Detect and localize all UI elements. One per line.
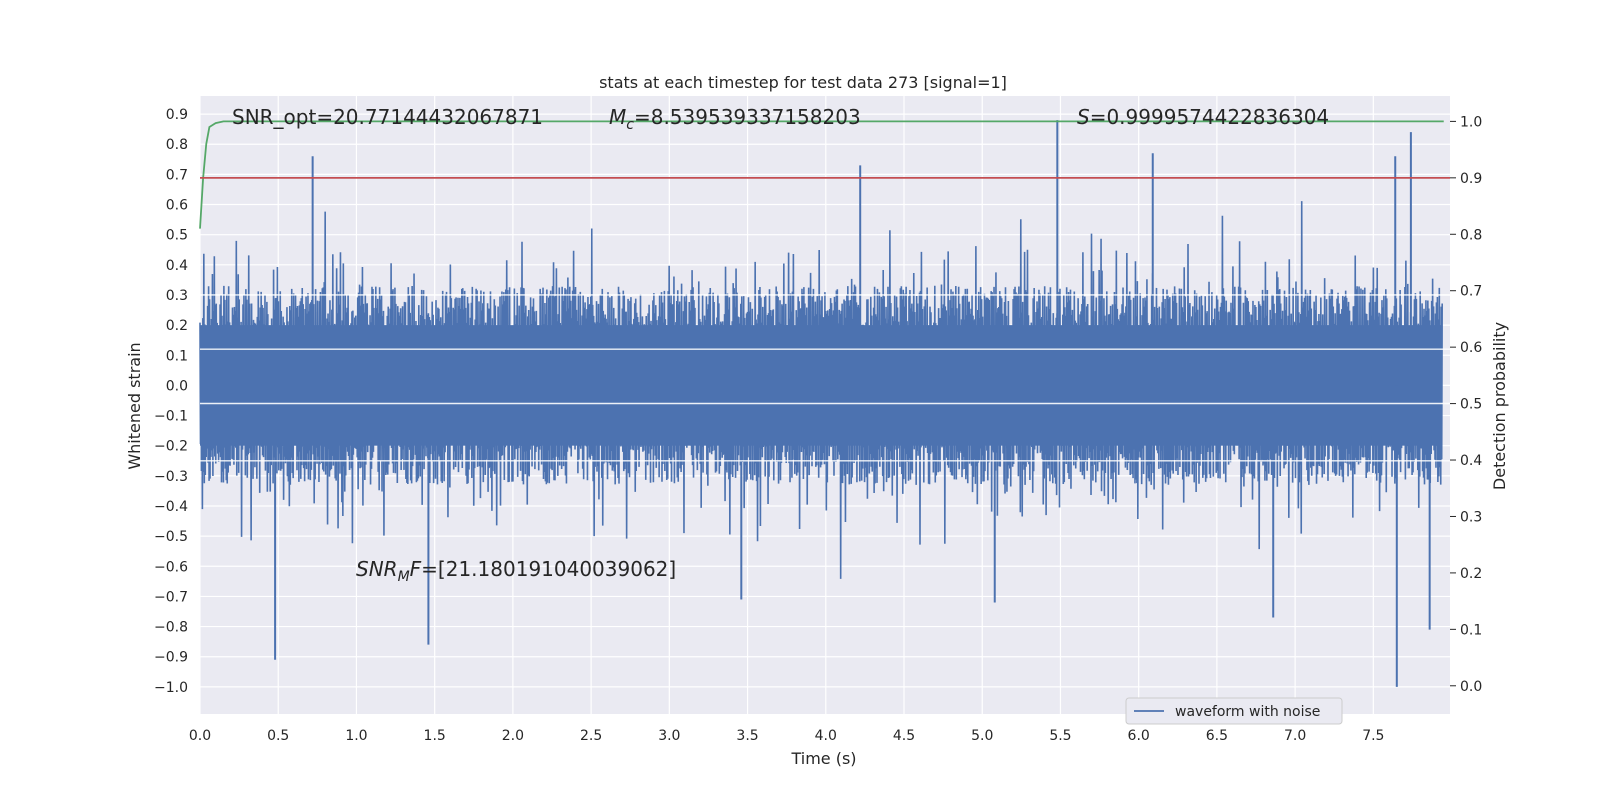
x-tick-label: 7.0 xyxy=(1284,728,1306,744)
snr-mf-subscript: M xyxy=(398,569,410,585)
x-tick-label: 0.5 xyxy=(267,728,289,744)
y-tick-label: 0.2 xyxy=(166,318,188,334)
y-tick-label: 0.4 xyxy=(166,258,188,274)
snr-mf-symbol: SNR xyxy=(356,557,398,581)
legend-label: waveform with noise xyxy=(1175,704,1320,720)
waveform-core xyxy=(200,325,1443,446)
y2-tick-label: 0.8 xyxy=(1460,227,1482,243)
y2-tick-label: 0.4 xyxy=(1460,453,1482,469)
y-tick-label: −0.5 xyxy=(154,529,188,545)
y-tick-label: −0.4 xyxy=(154,499,188,515)
snr-mf-annotation: SNRMF=[21.180191040039062] xyxy=(356,557,676,585)
x-axis-label: Time (s) xyxy=(790,749,856,768)
legend-box xyxy=(1125,697,1343,725)
chirp-mass-symbol: M xyxy=(609,105,626,129)
chirp-mass-annotation: Mc=8.539539337158203 xyxy=(609,105,861,133)
chart-title: stats at each timestep for test data 273… xyxy=(599,73,1007,92)
chirp-mass-subscript: c xyxy=(626,117,634,133)
x-tick-label: 4.5 xyxy=(893,728,915,744)
white-bands xyxy=(200,294,1450,462)
y2-tick-label: 1.0 xyxy=(1460,114,1482,130)
y-tick-label: 0.1 xyxy=(166,348,188,364)
x-tick-label: 5.0 xyxy=(971,728,993,744)
x-tick-label: 1.0 xyxy=(345,728,367,744)
probability-lines xyxy=(199,120,1450,229)
y2-axis-label: Detection probability xyxy=(1490,322,1509,490)
y-tick-label: 0.6 xyxy=(166,198,188,214)
y2-tick-label: 0.0 xyxy=(1460,679,1482,695)
s-symbol: S xyxy=(1077,105,1090,129)
y-tick-label: 0.7 xyxy=(166,167,188,183)
x-tick-label: 3.5 xyxy=(736,728,758,744)
waveform-series xyxy=(199,201,1443,579)
y2-ticks: 1.0 0.9 0.8 0.7 0.6 0.5 0.4 0.3 0.2 0.1 0.0 xyxy=(1450,114,1482,695)
x-tick-label: 0.0 xyxy=(189,728,211,744)
x-ticks: 0.0 0.5 1.0 1.5 2.0 2.5 3.0 3.5 4.0 4.5 5.0 5.5 6.0 6… xyxy=(189,728,1385,744)
x-tick-label: 7.5 xyxy=(1362,728,1384,744)
y-tick-label: −0.7 xyxy=(154,589,188,605)
y-tick-label: −0.6 xyxy=(154,559,188,575)
y2-tick-label: 0.6 xyxy=(1460,340,1482,356)
y2-tick-label: 0.5 xyxy=(1460,397,1482,413)
x-tick-label: 5.5 xyxy=(1049,728,1071,744)
x-tick-label: 6.5 xyxy=(1206,728,1228,744)
snr-mf-tail: F xyxy=(410,557,422,581)
y-axis-label: Whitened strain xyxy=(125,342,144,469)
x-tick-label: 1.5 xyxy=(424,728,446,744)
y2-tick-label: 0.7 xyxy=(1460,284,1482,300)
y-tick-label: 0.8 xyxy=(166,137,188,153)
x-tick-label: 3.0 xyxy=(658,728,680,744)
chirp-mass-value: =8.539539337158203 xyxy=(634,105,861,129)
y2-tick-label: 0.9 xyxy=(1460,171,1482,187)
y-tick-label: −0.1 xyxy=(154,409,188,425)
y-tick-label: −1.0 xyxy=(154,680,188,696)
y2-tick-label: 0.2 xyxy=(1460,566,1482,582)
y2-tick-label: 0.1 xyxy=(1460,622,1482,638)
y-tick-label: −0.3 xyxy=(154,469,188,485)
y2-tick-label: 0.3 xyxy=(1460,509,1482,525)
snr-mf-value: =[21.180191040039062] xyxy=(421,557,676,581)
y-tick-label: −0.8 xyxy=(154,620,188,636)
y-tick-label: 0.5 xyxy=(166,228,188,244)
x-tick-label: 4.0 xyxy=(815,728,837,744)
x-tick-label: 2.5 xyxy=(580,728,602,744)
x-tick-label: 6.0 xyxy=(1128,728,1150,744)
legend: waveform with noise xyxy=(1125,697,1343,725)
s-value: =0.9999574422836304 xyxy=(1090,105,1329,129)
waveform-peaks xyxy=(274,120,1431,687)
y-tick-label: 0.3 xyxy=(166,288,188,304)
x-tick-label: 2.0 xyxy=(502,728,524,744)
y-ticks: 0.9 0.8 0.7 0.6 0.5 0.4 0.3 0.2 0.1 0.0 −0.1 −0.2 −0… xyxy=(154,107,188,696)
y-tick-label: 0.0 xyxy=(166,378,188,394)
s-annotation: S=0.9999574422836304 xyxy=(1077,105,1329,129)
y-tick-label: −0.9 xyxy=(154,650,188,666)
snr-opt-annotation: SNR_opt=20.77144432067871 xyxy=(232,105,543,129)
y-tick-label: 0.9 xyxy=(166,107,188,123)
y-tick-label: −0.2 xyxy=(154,439,188,455)
